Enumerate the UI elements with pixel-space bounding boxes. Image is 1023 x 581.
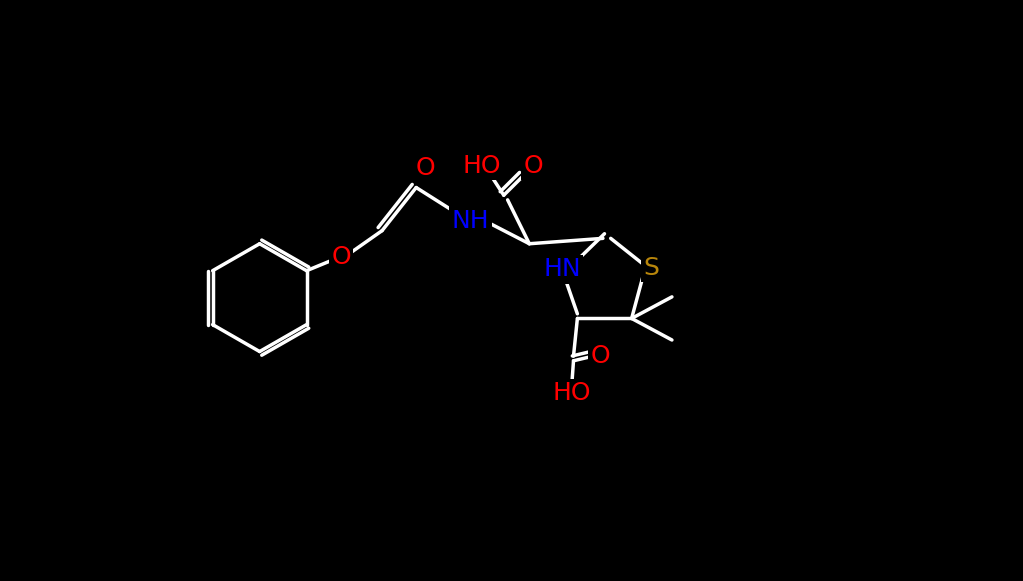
Text: HN: HN bbox=[543, 257, 581, 281]
Text: O: O bbox=[331, 245, 351, 269]
Text: S: S bbox=[643, 256, 659, 279]
Text: HO: HO bbox=[462, 154, 501, 178]
Text: O: O bbox=[591, 344, 611, 368]
Text: NH: NH bbox=[451, 209, 489, 232]
Text: O: O bbox=[415, 156, 436, 180]
Text: HO: HO bbox=[552, 381, 591, 405]
Text: O: O bbox=[524, 154, 543, 178]
